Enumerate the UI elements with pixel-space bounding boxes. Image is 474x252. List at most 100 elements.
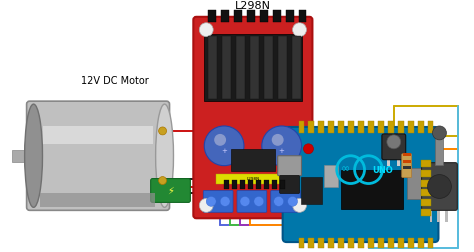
Bar [397, 158, 400, 166]
Bar [418, 121, 424, 133]
Bar [403, 153, 410, 156]
Bar [299, 238, 304, 248]
Circle shape [206, 196, 216, 206]
Bar [292, 36, 301, 99]
FancyBboxPatch shape [402, 154, 411, 178]
Bar [260, 10, 268, 22]
Bar [240, 180, 245, 190]
Bar [299, 121, 304, 133]
Bar [368, 121, 374, 133]
Bar [408, 238, 414, 248]
Text: 12V DC Motor: 12V DC Motor [81, 76, 149, 86]
Circle shape [199, 198, 213, 212]
Bar [299, 10, 307, 22]
Bar [309, 121, 314, 133]
Circle shape [214, 134, 226, 146]
Bar [248, 180, 253, 190]
Text: UNO: UNO [372, 166, 393, 175]
Bar [44, 126, 153, 144]
Bar [208, 36, 217, 99]
Circle shape [262, 126, 301, 166]
Circle shape [428, 175, 451, 198]
Bar [378, 121, 384, 133]
Bar [301, 177, 322, 204]
Circle shape [303, 144, 313, 154]
Text: ∞: ∞ [341, 165, 350, 175]
Bar [368, 238, 374, 248]
Circle shape [272, 134, 283, 146]
Bar [309, 238, 314, 248]
Text: +: + [221, 148, 227, 154]
Bar [418, 238, 424, 248]
Circle shape [220, 196, 230, 206]
Ellipse shape [25, 104, 43, 207]
Bar [387, 136, 390, 144]
Bar [420, 209, 430, 216]
Circle shape [199, 23, 213, 37]
Ellipse shape [159, 177, 166, 184]
Bar [286, 10, 293, 22]
FancyBboxPatch shape [382, 134, 406, 160]
Bar [224, 180, 229, 190]
Bar [222, 36, 231, 99]
Bar [216, 174, 290, 183]
Bar [234, 10, 242, 22]
Bar [358, 121, 364, 133]
Circle shape [292, 23, 307, 37]
FancyBboxPatch shape [283, 127, 438, 242]
FancyBboxPatch shape [27, 101, 170, 210]
Bar [420, 199, 430, 206]
Bar [388, 238, 394, 248]
Bar [446, 208, 448, 222]
Bar [247, 10, 255, 22]
Bar [358, 238, 364, 248]
Bar [208, 10, 216, 22]
Text: +: + [279, 148, 284, 154]
Bar [403, 160, 410, 163]
Text: L298N: L298N [246, 177, 259, 181]
Circle shape [204, 126, 244, 166]
Text: L298N: L298N [235, 1, 271, 11]
Bar [420, 190, 430, 196]
Bar [438, 208, 440, 222]
Text: www.HowToMechatronics.com: www.HowToMechatronics.com [33, 178, 86, 181]
Bar [319, 238, 324, 248]
Bar [348, 238, 354, 248]
Circle shape [273, 196, 283, 206]
Bar [341, 170, 403, 209]
Bar [338, 238, 344, 248]
FancyBboxPatch shape [280, 176, 300, 194]
FancyBboxPatch shape [193, 17, 312, 218]
Circle shape [432, 126, 447, 140]
FancyBboxPatch shape [237, 191, 267, 212]
FancyBboxPatch shape [421, 163, 457, 210]
Bar [338, 121, 344, 133]
Bar [420, 160, 430, 167]
Bar [204, 34, 301, 101]
Bar [398, 238, 404, 248]
Bar [264, 180, 269, 190]
Bar [236, 36, 245, 99]
Bar [39, 194, 155, 207]
Bar [221, 10, 229, 22]
Bar [328, 238, 334, 248]
Bar [319, 121, 324, 133]
FancyBboxPatch shape [278, 156, 301, 176]
Text: Power Supply - 12V: Power Supply - 12V [64, 186, 146, 195]
Bar [403, 166, 410, 169]
Bar [256, 180, 261, 190]
Ellipse shape [155, 104, 173, 207]
Bar [428, 238, 434, 248]
Bar [388, 121, 394, 133]
Ellipse shape [159, 127, 166, 135]
Bar [348, 121, 354, 133]
Circle shape [288, 196, 298, 206]
Circle shape [240, 196, 250, 206]
Bar [231, 149, 275, 171]
Bar [408, 121, 414, 133]
Bar [12, 150, 34, 162]
Bar [428, 121, 434, 133]
FancyBboxPatch shape [203, 191, 233, 212]
FancyBboxPatch shape [151, 179, 191, 202]
Circle shape [292, 198, 307, 212]
